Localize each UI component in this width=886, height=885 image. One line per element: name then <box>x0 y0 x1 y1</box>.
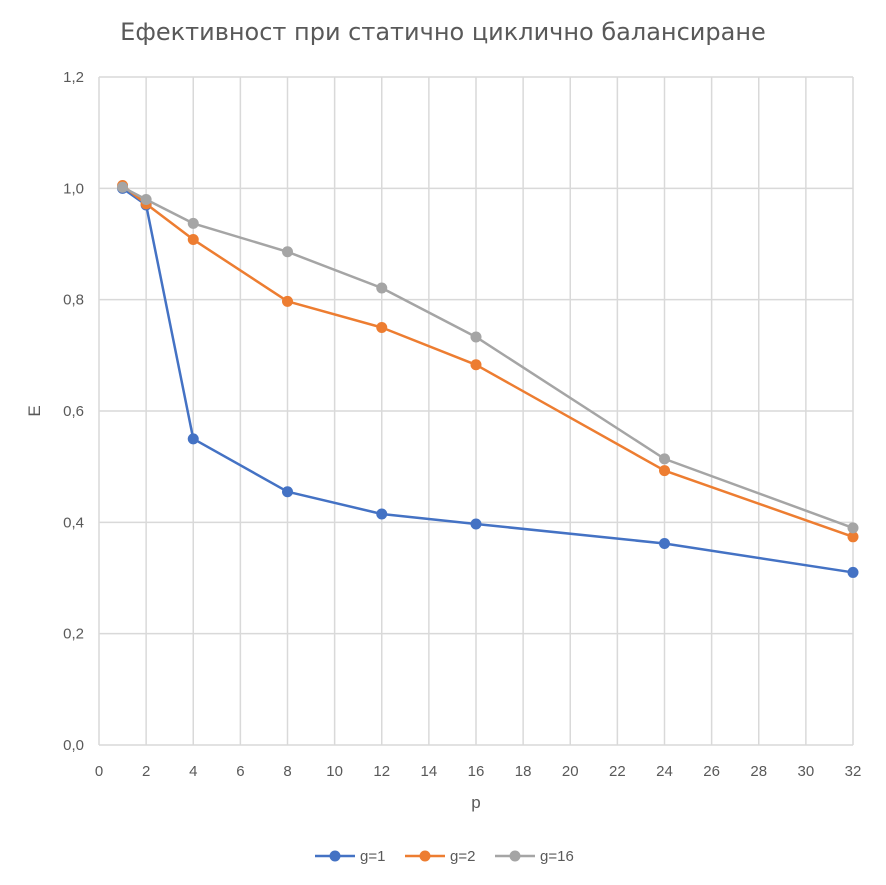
y-tick-label: 0,8 <box>63 292 84 309</box>
y-tick-label: 0,4 <box>63 514 84 531</box>
legend-label-g=1: g=1 <box>360 848 385 865</box>
x-tick-label: 24 <box>656 763 673 780</box>
x-tick-label: 0 <box>95 763 103 780</box>
x-tick-label: 22 <box>609 763 626 780</box>
x-axis-title: p <box>471 793 480 812</box>
x-tick-label: 4 <box>189 763 197 780</box>
legend-marker-g=1 <box>329 850 341 862</box>
x-tick-label: 10 <box>326 763 343 780</box>
x-tick-label: 16 <box>468 763 485 780</box>
data-point-g=2 <box>187 234 199 246</box>
data-point-g=1 <box>376 508 388 520</box>
x-tick-label: 12 <box>373 763 390 780</box>
data-point-g=16 <box>470 331 482 343</box>
chart-title: Ефективност при статично циклично баланс… <box>120 18 766 46</box>
x-tick-label: 6 <box>236 763 244 780</box>
data-point-g=1 <box>470 518 482 530</box>
data-point-g=2 <box>376 322 388 333</box>
x-tick-label: 30 <box>798 763 815 780</box>
data-point-g=2 <box>659 465 670 477</box>
data-point-g=1 <box>187 433 199 445</box>
legend-marker-g=2 <box>419 850 431 862</box>
data-point-g=16 <box>376 282 388 294</box>
data-point-g=2 <box>282 295 293 307</box>
legend-marker-g=16 <box>509 850 521 862</box>
series-line-g=1 <box>121 187 854 574</box>
y-tick-label: 1,2 <box>63 69 84 86</box>
data-point-g=16 <box>282 246 293 258</box>
data-point-g=2 <box>470 359 482 371</box>
y-tick-label: 0,2 <box>63 626 84 643</box>
x-tick-label: 18 <box>515 763 532 780</box>
x-tick-label: 8 <box>283 763 291 780</box>
y-axis-title: E <box>25 405 44 416</box>
x-tick-label: 32 <box>845 763 862 780</box>
legend-label-g=2: g=2 <box>450 848 475 865</box>
data-point-g=16 <box>847 522 859 534</box>
data-point-g=2 <box>847 531 859 543</box>
y-tick-label: 1,0 <box>63 180 84 197</box>
series-line-g=16 <box>121 186 854 530</box>
x-tick-label: 20 <box>562 763 579 780</box>
x-tick-label: 2 <box>142 763 150 780</box>
y-tick-label: 0,0 <box>63 737 84 754</box>
x-tick-label: 26 <box>703 763 720 780</box>
data-point-g=1 <box>282 486 293 498</box>
data-point-g=16 <box>117 181 129 193</box>
data-point-g=16 <box>140 193 152 205</box>
legend-label-g=16: g=16 <box>540 848 574 865</box>
data-point-g=1 <box>659 537 670 549</box>
series-line-g=2 <box>121 184 854 538</box>
data-point-g=1 <box>847 566 859 578</box>
data-point-g=16 <box>659 453 670 465</box>
x-tick-label: 28 <box>750 763 767 780</box>
data-point-g=16 <box>187 217 199 229</box>
x-tick-label: 14 <box>421 763 438 780</box>
y-tick-label: 0,6 <box>63 403 84 420</box>
